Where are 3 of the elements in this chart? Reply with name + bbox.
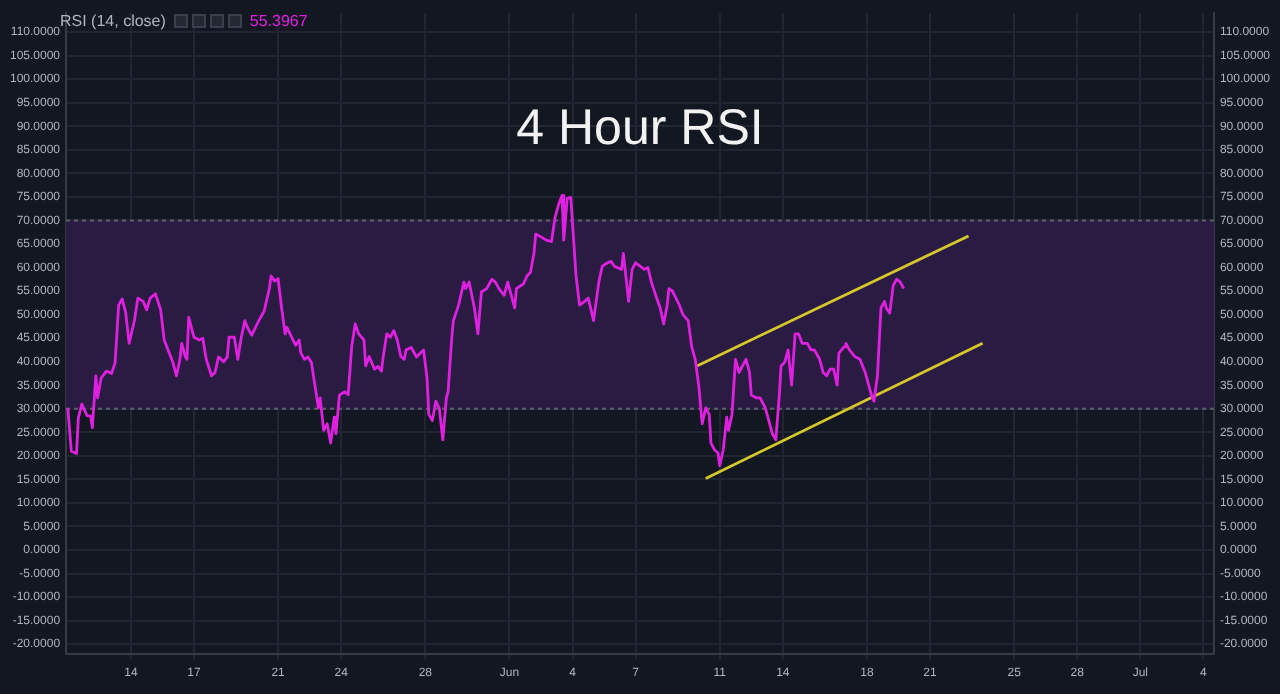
text: 4 Hour RSI <box>516 100 764 156</box>
annotation: 55.3967 <box>249 12 308 30</box>
annotation: RSI (14, close) <box>60 12 166 30</box>
